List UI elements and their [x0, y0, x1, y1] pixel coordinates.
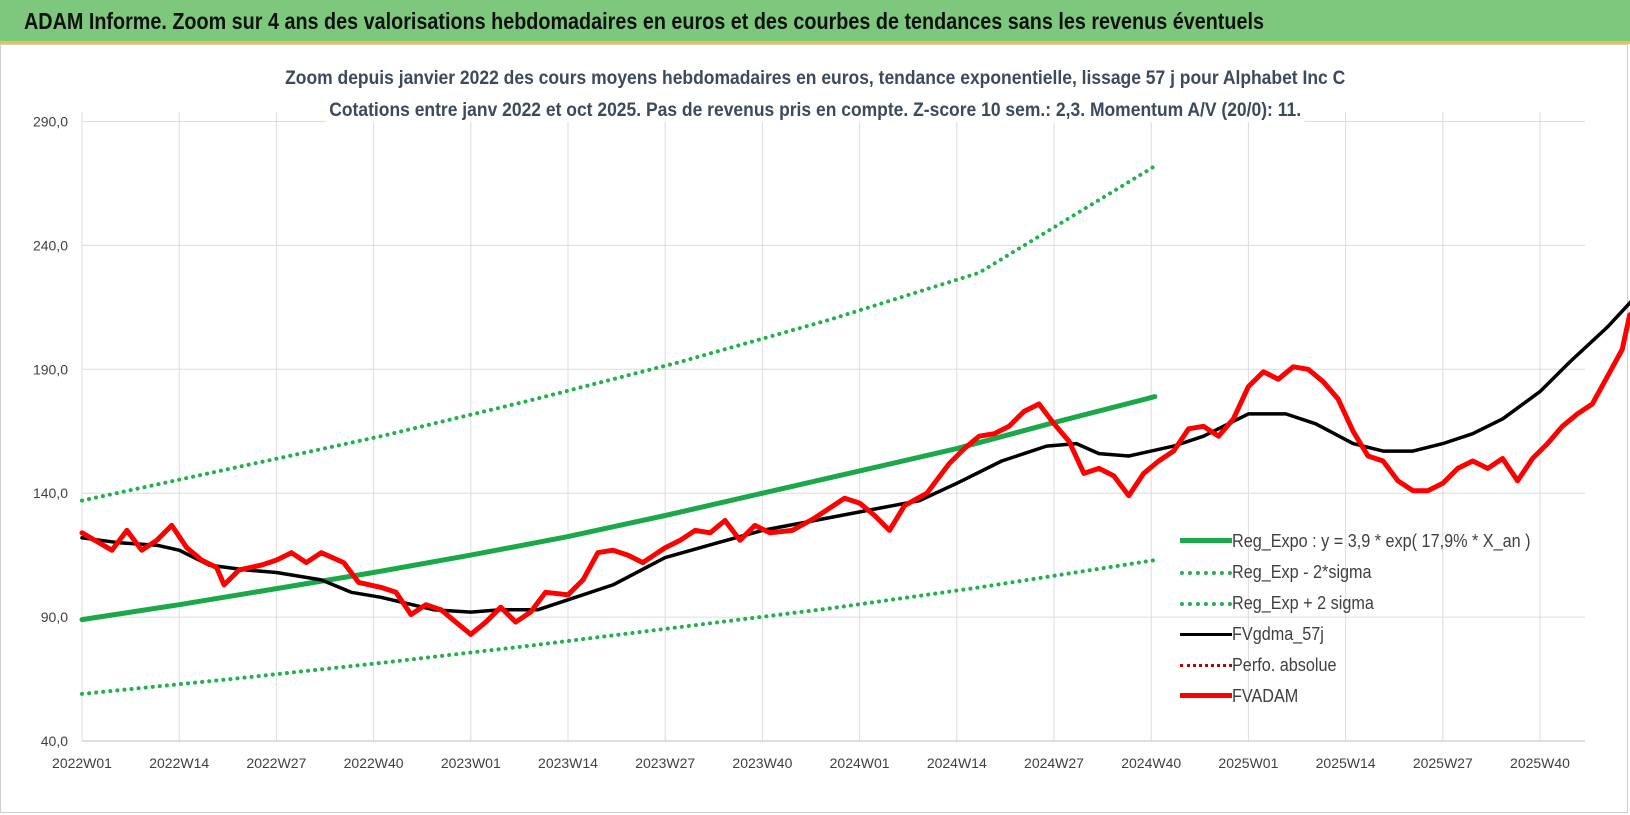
x-tick-label: 2024W40 [1121, 755, 1181, 771]
legend-swatch [1180, 693, 1232, 698]
report-banner: ADAM Informe. Zoom sur 4 ans des valoris… [0, 0, 1630, 44]
series-line-fvgdma-57j [80, 300, 1630, 614]
x-tick-label: 2024W14 [927, 755, 987, 771]
x-axis-ticks: 2022W01 2022W14 2022W27 2022W40 2023W01 2023W… [52, 755, 1570, 771]
x-tick-label: 2023W27 [635, 755, 695, 771]
x-tick-label: 2023W01 [441, 755, 501, 771]
x-tick-label: 2022W14 [149, 755, 209, 771]
y-tick-label: 290,0 [33, 114, 68, 130]
series-line-fvadam [79, 312, 1630, 637]
y-tick-label: 40,0 [41, 733, 68, 749]
legend-swatch [1180, 538, 1232, 543]
legend-swatch [1180, 571, 1232, 575]
series-line-reg-expo-y-3-9-exp-17-9-x-an [79, 394, 1158, 623]
gridlines [81, 112, 1585, 742]
legend-label: Reg_Expo : y = 3,9 * exp( 17,9% * X_an ) [1232, 531, 1531, 551]
chart-subtitle: Cotations entre janv 2022 et oct 2025. P… [0, 100, 1630, 122]
legend-swatch [1180, 602, 1232, 606]
x-tick-label: 2024W27 [1024, 755, 1084, 771]
y-tick-label: 240,0 [33, 237, 68, 253]
x-tick-label: 2023W14 [538, 755, 598, 771]
y-tick-label: 90,0 [41, 609, 68, 625]
x-tick-label: 2025W01 [1218, 755, 1278, 771]
legend-swatch [1180, 664, 1232, 667]
series-line-reg-exp-2-sigma [80, 558, 1157, 696]
legend-swatch [1180, 633, 1232, 636]
x-tick-label: 2025W14 [1316, 755, 1376, 771]
y-tick-label: 190,0 [33, 361, 68, 377]
x-tick-label: 2025W27 [1413, 755, 1473, 771]
x-tick-label: 2023W40 [732, 755, 792, 771]
legend-label: Reg_Exp + 2 sigma [1232, 593, 1374, 613]
legend-label: FVgdma_57j [1232, 624, 1324, 644]
y-tick-label: 140,0 [33, 485, 68, 501]
chart-title: Zoom depuis janvier 2022 des cours moyen… [0, 68, 1630, 90]
legend-label: Reg_Exp - 2*sigma [1232, 562, 1372, 582]
legend-label: FVADAM [1232, 686, 1299, 706]
y-axis-ticks: 40,0 90,0 140,0 190,0 240,0 290,0 [33, 114, 68, 750]
series-lines [79, 164, 1630, 696]
legend-label: Perfo. absolue [1232, 655, 1337, 675]
chart-frame [0, 44, 1628, 813]
x-tick-label: 2022W27 [246, 755, 306, 771]
report-title: ADAM Informe. Zoom sur 4 ans des valoris… [24, 8, 1264, 34]
x-tick-label: 2025W40 [1510, 755, 1570, 771]
x-tick-label: 2024W01 [830, 755, 890, 771]
series-line-reg-exp-2-sigma [80, 164, 1157, 503]
x-tick-label: 2022W01 [52, 755, 112, 771]
x-tick-label: 2022W40 [344, 755, 404, 771]
